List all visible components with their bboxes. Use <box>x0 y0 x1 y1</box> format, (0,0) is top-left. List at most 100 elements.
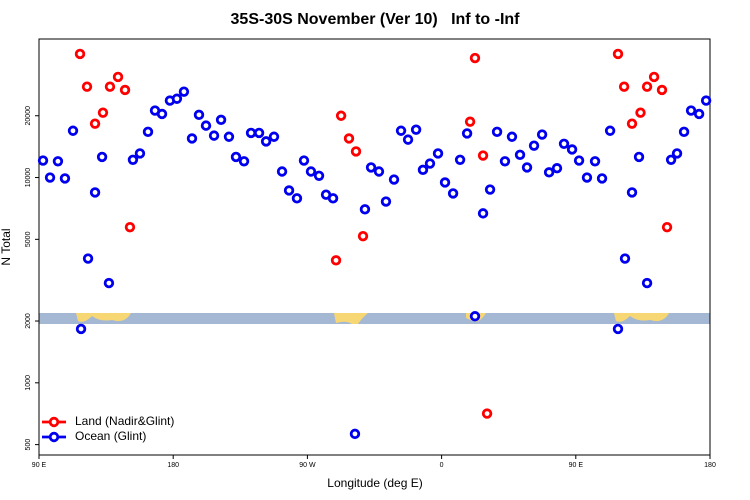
point <box>589 156 601 167</box>
point <box>82 253 94 264</box>
point <box>89 118 101 129</box>
point <box>186 133 198 144</box>
point <box>330 255 342 266</box>
point <box>464 116 476 127</box>
point <box>395 125 407 136</box>
point <box>499 156 511 167</box>
point <box>37 155 49 166</box>
point <box>626 118 638 129</box>
point <box>373 166 385 177</box>
point <box>635 107 646 118</box>
land-strip <box>76 313 131 322</box>
point <box>551 163 563 174</box>
y-tick-label: 10000 <box>25 168 32 188</box>
x-tick-label: 90 E <box>569 462 584 469</box>
point <box>52 156 64 167</box>
x-tick-label: 90 E <box>32 462 47 469</box>
point <box>604 125 616 136</box>
point <box>119 84 131 96</box>
point <box>350 146 362 157</box>
ocean-strip <box>39 313 710 324</box>
point <box>193 109 205 121</box>
point <box>365 162 377 173</box>
legend-label: Ocean (Glint) <box>75 429 146 443</box>
land-strip <box>334 313 368 324</box>
point <box>573 155 585 166</box>
point <box>208 130 220 141</box>
x-tick-label: 180 <box>704 462 716 469</box>
point <box>439 177 451 188</box>
point <box>349 428 361 440</box>
y-tick-label: 20000 <box>25 106 32 126</box>
plot-frame <box>38 38 711 456</box>
point <box>506 131 518 142</box>
x-tick-label: 0 <box>440 462 444 469</box>
chart-title: 35S-30S November (Ver 10) Inf to -Inf <box>231 11 521 28</box>
point <box>447 188 459 199</box>
point <box>477 208 489 219</box>
point <box>528 140 540 151</box>
point <box>283 185 295 196</box>
point <box>223 131 235 142</box>
point <box>103 277 115 289</box>
point <box>357 230 369 242</box>
point <box>665 154 677 166</box>
point <box>693 108 705 120</box>
point <box>75 323 87 335</box>
point <box>74 48 86 60</box>
point <box>641 81 653 92</box>
point <box>230 151 242 163</box>
legend-marker <box>48 416 60 428</box>
point <box>618 81 630 92</box>
point <box>81 81 93 92</box>
point <box>461 128 473 139</box>
point <box>648 71 660 83</box>
point <box>596 173 608 184</box>
point <box>410 124 422 135</box>
point <box>96 151 108 163</box>
point <box>112 71 124 83</box>
point <box>44 172 56 183</box>
point <box>633 151 645 163</box>
y-axis-label: N Total <box>0 228 13 265</box>
point <box>171 93 183 104</box>
point <box>388 174 400 185</box>
point <box>424 158 436 169</box>
point <box>581 172 593 183</box>
x-axis-label: Longitude (deg E) <box>327 476 422 490</box>
point <box>454 154 466 166</box>
point <box>612 323 624 335</box>
point <box>543 167 555 178</box>
point <box>417 164 429 176</box>
point <box>626 187 638 198</box>
point <box>142 126 154 138</box>
point <box>245 127 257 139</box>
point <box>127 154 139 166</box>
point <box>305 166 317 177</box>
point <box>59 173 71 184</box>
legend-marker <box>48 431 60 443</box>
point <box>469 311 481 322</box>
point <box>514 149 526 161</box>
point <box>343 133 355 144</box>
map-strip <box>39 313 710 324</box>
point <box>432 148 444 159</box>
point <box>260 136 272 147</box>
point <box>477 150 489 161</box>
y-tick-label: 5000 <box>25 231 32 247</box>
point <box>156 108 168 120</box>
point <box>298 155 310 166</box>
point <box>619 253 631 264</box>
point <box>402 134 414 145</box>
point <box>671 148 683 159</box>
point <box>124 221 136 233</box>
point <box>612 48 624 60</box>
point <box>291 193 303 204</box>
point <box>178 86 190 97</box>
point <box>89 187 101 198</box>
point <box>380 196 392 207</box>
point <box>469 52 481 64</box>
point <box>566 144 578 155</box>
point <box>327 193 339 204</box>
